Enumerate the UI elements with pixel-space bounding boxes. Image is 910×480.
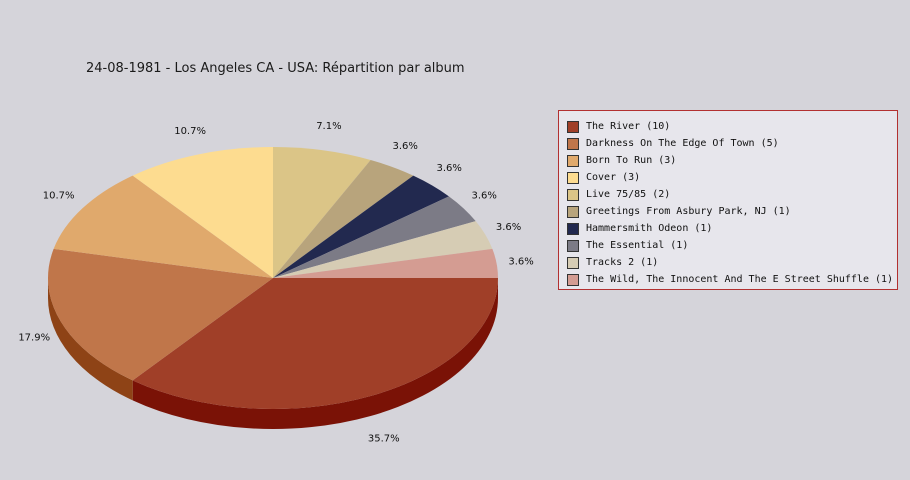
legend-swatch (567, 137, 579, 150)
pie-slice-4 (273, 147, 371, 278)
legend-item: Hammersmith Odeon (1) (567, 220, 897, 237)
legend-swatch (567, 205, 579, 218)
legend-label: Born To Run (3) (586, 155, 677, 166)
legend-label: The River (10) (586, 121, 671, 132)
legend-label: The Wild, The Innocent And The E Street … (586, 274, 894, 285)
pie-slice-9 (273, 248, 498, 278)
pie-label-4: 7.1% (316, 121, 341, 132)
pie-side-0 (132, 278, 499, 430)
legend-item: Greetings From Asbury Park, NJ (1) (567, 203, 897, 220)
legend-item: Live 75/85 (2) (567, 186, 897, 203)
legend-label: Darkness On The Edge Of Town (5) (586, 138, 779, 149)
pie-label-3: 10.7% (174, 126, 206, 137)
pie-slice-5 (273, 159, 414, 278)
legend-label: Greetings From Asbury Park, NJ (1) (586, 206, 791, 217)
pie-label-8: 3.6% (496, 222, 521, 233)
legend-swatch (567, 222, 579, 235)
legend-swatch (567, 239, 579, 252)
pie-slice-1 (48, 248, 273, 381)
legend-label: Hammersmith Odeon (1) (586, 223, 713, 234)
legend-swatch (567, 154, 579, 167)
legend-item: The Essential (1) (567, 237, 897, 254)
pie-slice-8 (273, 221, 493, 278)
pie-label-6: 3.6% (437, 163, 462, 174)
pie-label-9: 3.6% (508, 256, 533, 267)
legend-item: Cover (3) (567, 169, 897, 186)
pie-label-1: 17.9% (18, 333, 50, 344)
legend-swatch (567, 188, 579, 201)
pie-slice-7 (273, 196, 476, 278)
pie-slice-6 (273, 175, 449, 278)
legend: The River (10) Darkness On The Edge Of To… (558, 110, 898, 290)
legend-label: Tracks 2 (1) (586, 257, 659, 268)
chart-title: 24-08-1981 - Los Angeles CA - USA: Répar… (86, 61, 465, 76)
legend-item: The River (10) (567, 118, 897, 135)
legend-label: Cover (3) (586, 172, 641, 183)
legend-swatch (567, 120, 579, 133)
legend-item: Born To Run (3) (567, 152, 897, 169)
pie-side-1 (48, 278, 133, 401)
pie-slice-3 (132, 147, 273, 278)
legend-item: Darkness On The Edge Of Town (5) (567, 135, 897, 152)
pie-slice-2 (53, 175, 273, 278)
legend-label: Live 75/85 (2) (586, 189, 671, 200)
legend-label: The Essential (1) (586, 240, 689, 251)
pie-label-0: 35.7% (368, 434, 400, 445)
legend-swatch (567, 171, 579, 184)
legend-swatch (567, 273, 579, 286)
legend-item: Tracks 2 (1) (567, 254, 897, 271)
pie-label-7: 3.6% (472, 191, 497, 202)
legend-swatch (567, 256, 579, 269)
pie-label-2: 10.7% (43, 191, 75, 202)
pie-label-5: 3.6% (393, 141, 418, 152)
legend-item: The Wild, The Innocent And The E Street … (567, 271, 897, 288)
pie-slice-0 (132, 278, 499, 409)
